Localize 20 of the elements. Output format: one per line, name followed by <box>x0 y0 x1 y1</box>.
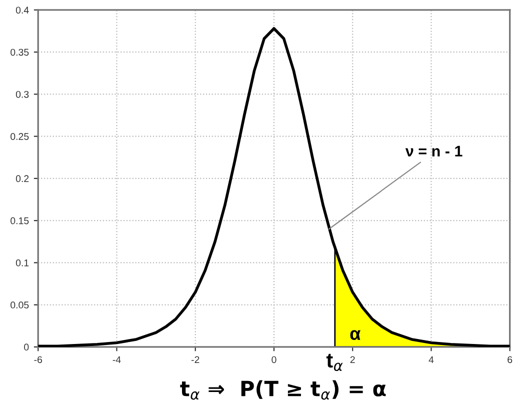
y-tick-label: 0.15 <box>10 217 29 224</box>
annotation: ν = n - 1 <box>405 146 462 156</box>
y-tick-label: 0.35 <box>10 48 29 56</box>
y-tick-label: 0.2 <box>16 175 29 182</box>
x-tick-label: 0 <box>272 356 276 364</box>
x-tick-label: 2 <box>350 356 355 364</box>
y-tick-label: 0.4 <box>16 6 29 14</box>
annotation: α <box>350 330 360 340</box>
x-tick-label: -6 <box>34 356 42 364</box>
x-tick-label: 4 <box>428 356 434 364</box>
text: t$_{α}$ ⇒ P(T ≥ t$_{α}$) = α <box>180 380 386 400</box>
y-tick-label: 0.25 <box>10 133 29 140</box>
y-tick-label: 0.3 <box>16 90 29 98</box>
x-tick-label: -2 <box>191 356 200 364</box>
x-tick-label: 6 <box>508 356 512 364</box>
y-tick-label: 0.1 <box>16 259 29 266</box>
annotation: t$_{α}$ <box>326 354 343 372</box>
y-tick-label: 0 <box>24 344 29 351</box>
y-tick-label: 0.05 <box>10 302 29 308</box>
x-tick-label: -4 <box>112 356 121 364</box>
